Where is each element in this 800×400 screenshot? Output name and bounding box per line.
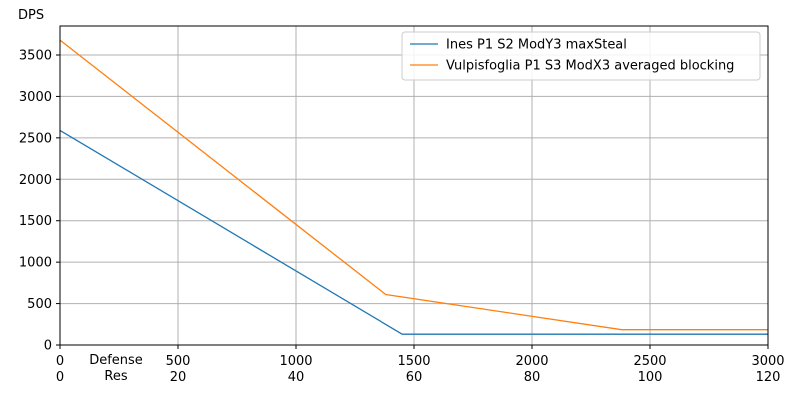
x-tick-label: 1000 <box>279 354 312 369</box>
y-tick-label: 3000 <box>19 90 52 105</box>
legend-box <box>401 31 761 81</box>
series-line-1 <box>59 129 768 335</box>
x-tick-label: 3000 <box>751 354 784 369</box>
x-tick-label: 0 <box>56 354 64 369</box>
axis-ticks: 0050020100040150060200080250010030001200… <box>19 49 785 386</box>
y-tick-label: 0 <box>44 339 52 354</box>
y-tick-label: 3500 <box>19 49 52 64</box>
x-tick-label: 2500 <box>633 354 666 369</box>
x2-tick-label: 120 <box>756 370 781 385</box>
y-tick-label: 2000 <box>19 173 52 188</box>
y-tick-label: 500 <box>27 297 52 312</box>
y-tick-label: 1000 <box>19 256 52 271</box>
legend: Ines P1 S2 ModY3 maxSteal Vulpisfoglia P1… <box>401 31 761 81</box>
x2-tick-label: 0 <box>56 370 64 385</box>
series-line-2 <box>59 39 768 331</box>
y-tick-label: 1500 <box>19 214 52 229</box>
y-axis-label: DPS <box>18 8 44 23</box>
x2-tick-label: 60 <box>406 370 423 385</box>
legend-label-1: Ines P1 S2 ModY3 maxSteal <box>446 38 627 53</box>
x-axis-label-line-1: Defense <box>89 353 143 368</box>
x-tick-label: 1500 <box>397 354 430 369</box>
x2-tick-label: 100 <box>638 370 663 385</box>
series-group <box>59 39 768 335</box>
legend-label-2: Vulpisfoglia P1 S3 ModX3 averaged blocki… <box>446 59 734 74</box>
x-axis-label-line-2: Res <box>104 369 127 384</box>
x-tick-label: 2000 <box>515 354 548 369</box>
x-tick-label: 500 <box>166 354 191 369</box>
x2-tick-label: 40 <box>288 370 305 385</box>
x2-tick-label: 80 <box>524 370 541 385</box>
y-tick-label: 2500 <box>19 131 52 146</box>
x2-tick-label: 20 <box>170 370 187 385</box>
